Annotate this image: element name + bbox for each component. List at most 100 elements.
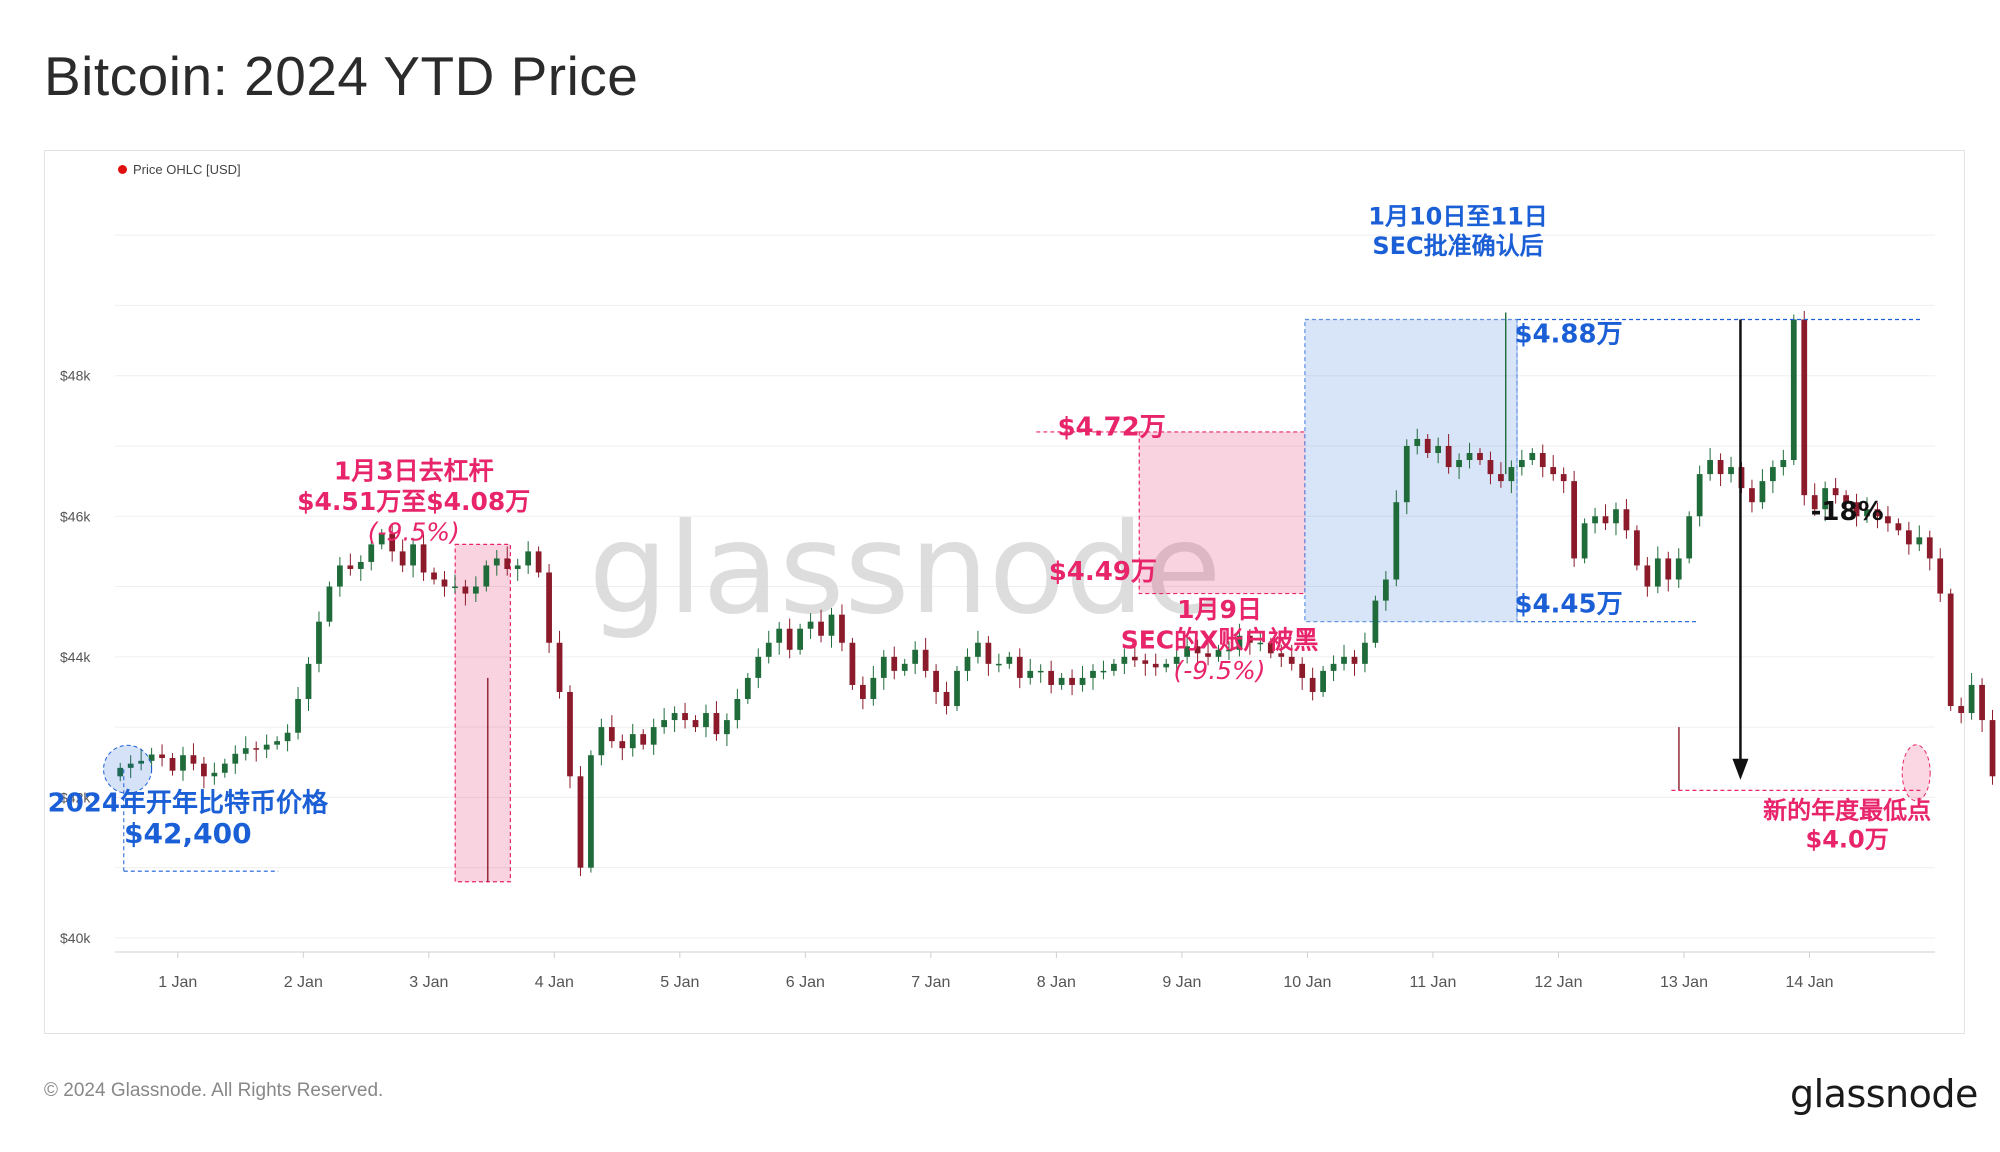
candle-body [1665,558,1672,580]
candle-body [1163,663,1170,668]
candle-body [629,734,636,749]
candle-body [201,763,207,777]
candle-body [1613,509,1619,524]
candle-body [1027,670,1034,678]
candle-body [1717,460,1724,475]
candle-body [859,684,866,699]
candle-body [839,614,845,643]
annotation-line: $4.88万 [1514,320,1622,350]
candle-body [169,758,176,771]
candle-body [1299,663,1306,678]
candle-body [138,760,145,764]
x-tick-label: 4 Jan [535,974,574,991]
candle-body [1330,663,1337,671]
candle-body [1498,474,1504,482]
candle-body [1100,670,1107,673]
candle-body [1926,537,1933,559]
candle-body [357,561,364,569]
candle-body [964,656,971,671]
candle-body [525,551,532,566]
legend-label: Price OHLC [USD] [133,162,241,177]
highlight-jan9 [1138,431,1306,595]
x-tick-label: 3 Jan [409,974,448,991]
candle-body [995,663,1002,666]
candle-body [1508,467,1515,482]
candle-body [933,670,939,692]
annotation-line: $4.72万 [1057,412,1165,442]
x-tick-label: 9 Jan [1162,974,1201,991]
candle-body [1341,656,1347,664]
candle-body [1267,642,1274,654]
x-tick-label: 8 Jan [1037,974,1076,991]
annotation-line: $4.0万 [1806,826,1889,854]
candle-body [912,649,919,664]
candle-body [378,533,385,545]
candle-body [504,558,511,569]
candle-body [1069,677,1075,685]
annotations: 2024年开年比特币价格$42,4001月3日去杠杆$4.51万至$4.08万(… [48,203,1931,872]
copyright: © 2024 Glassnode. All Rights Reserved. [44,1080,384,1101]
candle-body [901,663,908,671]
candle-body [650,727,657,745]
chart-legend[interactable]: Price OHLC [USD] [118,162,241,177]
candle-body [1058,677,1065,685]
candle-body [1257,642,1264,645]
candle-body [1822,488,1829,510]
x-tick-label: 2 Jan [284,974,323,991]
candle-body [472,586,479,594]
candle-body [776,628,783,643]
annotation-line: $42,400 [124,817,252,850]
candle-body [1142,660,1149,664]
candle-body [588,755,594,868]
candle-body [577,776,584,868]
candle-body [1989,720,1996,777]
candle-body [1382,579,1389,601]
candle-body [1278,653,1285,657]
y-tick-label: $48k [60,368,91,384]
y-tick-label: $44k [60,649,91,665]
candle-body [1362,642,1368,664]
candle-body [514,565,521,569]
candle-body [1226,649,1232,652]
x-tick-label: 1 Jan [158,974,197,991]
candle-body [1414,438,1421,446]
candle-body [1079,677,1086,685]
candle-body [608,727,615,742]
anno-4.88: $4.88万 [1514,320,1622,350]
candle-body [849,642,856,685]
candle-body [1048,670,1055,685]
candle-body [1759,481,1766,503]
candle-body [818,621,824,636]
candle-body [744,677,751,699]
candle-body [1037,670,1044,673]
candle-body [399,551,406,566]
x-tick-label: 13 Jan [1660,974,1708,991]
highlight-jan10-11 [1304,318,1518,623]
x-tick-label: 12 Jan [1534,974,1582,991]
highlight-jan3 [454,543,511,883]
candle-body [1090,670,1096,678]
candle-body [1749,488,1755,503]
annotation-line: (-9.5%) [368,518,460,547]
candle-body [1487,460,1494,475]
candle-body [337,565,343,587]
candle-body [1602,516,1609,524]
candle-body [211,772,218,777]
candle-body [284,732,291,742]
candle-body [1654,558,1661,587]
candle-body [1173,656,1180,664]
candle-body [1236,635,1243,650]
candle-body [368,544,375,562]
new-low-marker [1901,744,1931,802]
candle-body [1320,670,1326,692]
candle-body [180,755,186,771]
anno-jan3: 1月3日去杠杆$4.51万至$4.08万(-9.5%) [297,457,530,547]
candle-body [1518,460,1525,468]
candle-body [1979,684,1985,721]
page-title: Bitcoin: 2024 YTD Price [44,45,639,107]
candle-body [1477,453,1483,461]
candle-body [692,720,699,728]
y-tick-label: $42k [60,789,91,805]
candle-body [190,755,197,764]
